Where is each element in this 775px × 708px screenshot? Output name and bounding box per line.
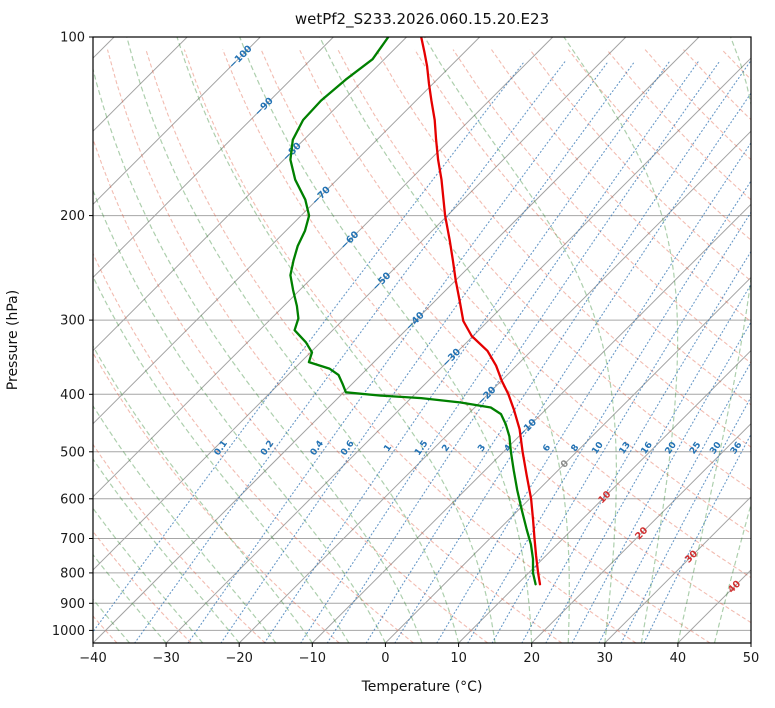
mixing-ratio-line <box>643 433 751 643</box>
dry-adiabat <box>106 49 563 643</box>
moist-adiabat <box>423 37 617 643</box>
dry-adiabat <box>93 252 414 643</box>
dry-adiabat <box>222 49 751 624</box>
y-tick-label: 900 <box>60 597 85 612</box>
isotherm-line <box>93 37 700 643</box>
x-tick-label: −20 <box>225 651 252 666</box>
chart-title: wetPf2_S233.2026.060.15.20.E23 <box>295 10 549 29</box>
x-tick-label: 30 <box>597 651 614 666</box>
mixing-ratio-line <box>134 61 566 643</box>
plot-background-lines <box>93 37 751 643</box>
x-tick-label: 50 <box>743 651 760 666</box>
dry-adiabat <box>299 49 751 535</box>
moist-adiabat <box>176 37 496 643</box>
sounding-profiles <box>289 37 542 586</box>
y-axis-label: Pressure (hPa) <box>5 290 21 390</box>
mixing-ratio-label: 6 <box>541 443 553 454</box>
isotherm-line <box>531 422 751 643</box>
mixing-ratio-line <box>187 61 609 643</box>
y-tick-label: 600 <box>60 492 85 507</box>
dry-adiabat <box>93 351 340 643</box>
moist-adiabat <box>126 37 460 643</box>
moist-adiabat <box>93 66 423 643</box>
mixing-ratio-line <box>521 250 751 643</box>
temperature-curve <box>420 37 542 586</box>
mixing-ratio-line <box>491 211 751 643</box>
mixing-ratio-line <box>300 61 699 643</box>
x-tick-label: −40 <box>79 651 106 666</box>
mixing-ratio-line <box>545 283 751 643</box>
y-tick-label: 700 <box>60 532 85 547</box>
isotherm-line <box>93 37 407 352</box>
moist-adiabat <box>93 344 313 643</box>
plot-frame <box>92 36 752 644</box>
x-tick-label: −30 <box>152 651 179 666</box>
moist-adiabat <box>319 37 570 643</box>
mixing-ratio-line <box>263 61 670 643</box>
moist-adiabat <box>563 37 679 643</box>
dry-adiabat <box>260 49 751 579</box>
dry-adiabat <box>452 49 751 364</box>
dewpoint-curve <box>289 37 537 586</box>
x-tick-label: 20 <box>523 651 540 666</box>
dry-adiabat <box>183 49 711 643</box>
mixing-ratio-line <box>598 361 751 643</box>
mixing-ratio-label: 8 <box>570 443 582 454</box>
y-tick-label: 1000 <box>52 624 85 639</box>
y-tick-label: 800 <box>60 566 85 581</box>
mixing-ratio-label: 2 <box>440 443 452 454</box>
isotherm-line <box>165 57 751 643</box>
isotherm-line <box>93 37 554 498</box>
moist-adiabat <box>93 275 350 643</box>
y-tick-label: 500 <box>60 445 85 460</box>
x-tick-label: 0 <box>381 651 389 666</box>
axes-frame: −40 −30 −20 −10 0 10 20 30 40 50 100 200 300 400 500 60… <box>52 31 759 667</box>
dry-adiabat <box>145 49 637 643</box>
mixing-ratio-label: 4 <box>503 443 515 454</box>
x-axis-label: Temperature (°C) <box>361 679 483 695</box>
y-tick-label: 100 <box>60 31 85 46</box>
x-tick-label: 40 <box>670 651 687 666</box>
mixing-ratio-line <box>394 92 751 643</box>
mixing-ratio-line <box>93 61 525 633</box>
mixing-ratio-line <box>620 396 751 643</box>
x-tick-label: 10 <box>450 651 467 666</box>
mixing-ratio-line <box>220 61 636 643</box>
dry-adiabat <box>93 443 266 643</box>
moist-adiabat <box>239 37 533 643</box>
isotherm-line <box>93 37 481 425</box>
mixing-ratio-line <box>365 61 751 643</box>
dry-adiabat <box>337 49 751 491</box>
isotherm-line <box>385 276 751 643</box>
moist-adiabat <box>93 188 386 643</box>
isotherm-line <box>604 496 751 643</box>
y-tick-label: 300 <box>60 314 85 329</box>
dry-adiabat <box>93 137 488 643</box>
isotherm-line <box>93 37 334 279</box>
isotherm-line <box>238 130 751 643</box>
dry-adiabat <box>491 49 751 323</box>
mixing-ratio-line <box>571 321 751 643</box>
moist-adiabat <box>713 502 751 643</box>
isotherm-line <box>311 203 751 643</box>
isotherm-line <box>93 37 261 206</box>
isotherm-line <box>93 37 627 571</box>
y-tick-label: 400 <box>60 388 85 403</box>
x-tick-label: −10 <box>299 651 326 666</box>
mixing-ratio-label: 3 <box>476 443 488 454</box>
y-tick-label: 200 <box>60 209 85 224</box>
mixing-ratio-label: 1 <box>382 443 394 454</box>
mixing-ratio-line <box>326 61 720 643</box>
isotherm-line <box>458 349 751 643</box>
